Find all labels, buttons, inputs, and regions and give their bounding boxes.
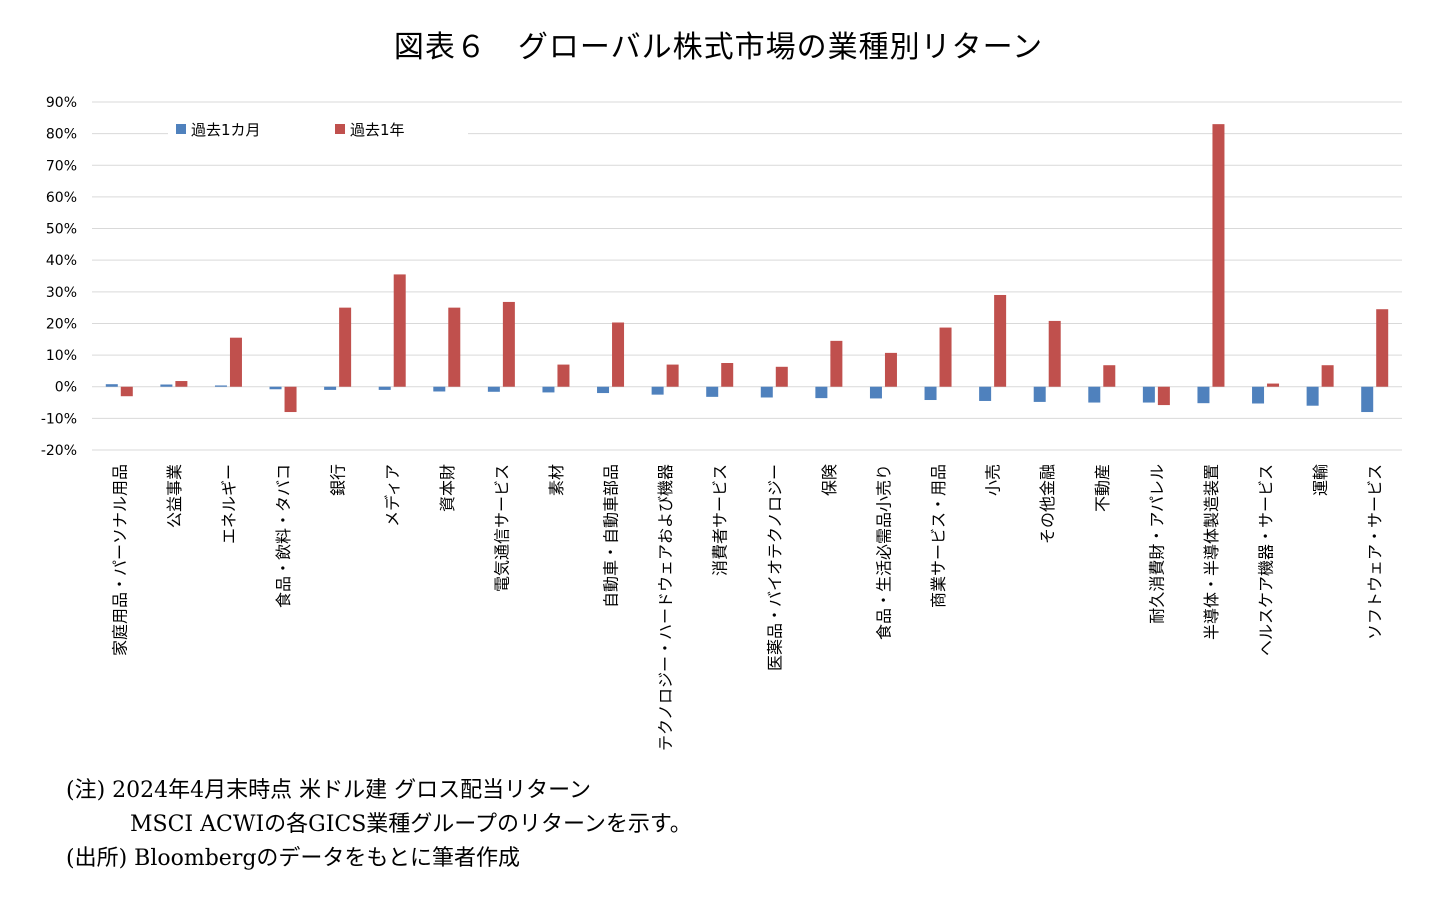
y-tick-label: 80% (46, 127, 77, 143)
x-category-label: ヘルスケア機器・サービス (1257, 464, 1276, 656)
y-tick-label: 10% (46, 348, 77, 364)
legend: 過去1カ月 過去1年 (168, 112, 468, 146)
chart-title: 図表６ グローバル株式市場の業種別リターン (393, 30, 1044, 65)
x-category-label: 医薬品・バイオテクノロジー (765, 464, 784, 671)
gridlines (92, 101, 1402, 451)
bar-past-1-year (339, 307, 352, 387)
bar-past-1-month (269, 386, 282, 390)
bar-past-1-month (979, 386, 992, 401)
bar-past-1-month (105, 384, 118, 387)
y-tick-label: 40% (46, 253, 77, 269)
x-category-label: 耐久消費財・アパレル (1147, 464, 1166, 624)
bar-past-1-year (721, 363, 734, 387)
x-category-label: 銀行 (329, 464, 348, 496)
y-tick-label: 90% (46, 95, 77, 111)
bar-past-1-year (1321, 365, 1334, 387)
bar-past-1-year (1048, 320, 1061, 387)
x-category-label: 電気通信サービス (492, 464, 511, 592)
bar-past-1-year (612, 322, 625, 387)
bar-past-1-month (1361, 386, 1374, 413)
x-category-label: その他金融 (1038, 464, 1057, 544)
bar-past-1-month (869, 386, 882, 399)
x-category-label: 保険 (820, 464, 839, 496)
bar-past-1-month (433, 386, 446, 392)
x-category-label: 消費者サービス (711, 464, 730, 576)
bar-past-1-month (160, 384, 173, 387)
legend-label: 過去1年 (350, 121, 405, 139)
bar-past-1-year (994, 294, 1007, 387)
bar-past-1-year (830, 340, 843, 387)
legend-label: 過去1カ月 (191, 121, 261, 139)
bar-past-1-year (1157, 386, 1170, 406)
note-line-1: (注) 2024年4月末時点 米ドル建 グロス配当リターン (66, 778, 592, 803)
y-tick-label: 30% (46, 285, 77, 301)
bar-past-1-year (175, 381, 188, 387)
bars (105, 124, 1389, 413)
bar-past-1-month (214, 385, 227, 387)
x-category-label: ソフトウェア・サービス (1366, 464, 1385, 640)
bar-past-1-month (924, 386, 937, 401)
x-category-label: 運輸 (1311, 464, 1330, 496)
x-category-label: 商業サービス・用品 (929, 464, 948, 608)
bar-past-1-month (1033, 386, 1046, 402)
bar-past-1-year (1212, 124, 1225, 387)
bar-past-1-month (706, 386, 719, 397)
bar-past-1-year (284, 386, 297, 413)
x-category-label: 不動産 (1093, 464, 1112, 512)
x-category-label: メディア (383, 464, 402, 527)
y-tick-label: -20% (41, 443, 77, 459)
note-line-2: MSCI ACWIの各GICS業種グループのリターンを示す。 (130, 812, 692, 837)
x-category-label: テクノロジー・ハードウェアおよび機器 (656, 464, 675, 751)
bar-past-1-month (1142, 386, 1155, 403)
y-axis: 90% 80% 70% 60% 50% 40% 30% 20% 10% 0% -10% -20% (41, 95, 77, 459)
y-tick-label: 0% (55, 380, 77, 396)
bar-past-1-year (448, 307, 461, 387)
bar-past-1-year (1267, 383, 1280, 387)
x-category-label: 公益事業 (165, 464, 184, 528)
x-category-label: 半導体・半導体製造装置 (1202, 464, 1221, 640)
bar-past-1-month (1197, 386, 1210, 404)
bar-past-1-month (487, 386, 500, 392)
legend-swatch (335, 124, 345, 134)
y-tick-label: 60% (46, 190, 77, 206)
bar-past-1-month (651, 386, 664, 395)
y-tick-label: 50% (46, 222, 77, 238)
x-category-label: 家庭用品・パーソナル用品 (110, 464, 129, 656)
bar-past-1-year (775, 366, 788, 387)
bar-past-1-month (760, 386, 773, 398)
bar-past-1-month (1306, 386, 1319, 406)
y-tick-label: -10% (41, 411, 77, 427)
bar-past-1-year (1376, 309, 1389, 387)
legend-background (168, 112, 468, 146)
bar-past-1-year (120, 386, 133, 397)
x-category-label: 食品・飲料・タバコ (274, 464, 293, 608)
y-tick-label: 70% (46, 158, 77, 174)
bar-past-1-month (597, 386, 610, 394)
bar-past-1-year (393, 274, 406, 387)
x-category-label: エネルギー (219, 464, 238, 544)
bar-past-1-year (502, 301, 515, 387)
bar-past-1-month (1088, 386, 1101, 403)
bar-past-1-month (1252, 386, 1265, 404)
bar-past-1-year (229, 337, 242, 387)
x-category-label: 自動車・自動車部品 (602, 464, 621, 608)
bar-past-1-year (557, 364, 570, 387)
bar-past-1-month (324, 386, 337, 390)
bar-past-1-month (378, 386, 391, 390)
bar-past-1-year (1103, 365, 1116, 387)
bar-past-1-year (939, 327, 952, 387)
bar-past-1-year (666, 364, 679, 387)
x-category-label: 資本財 (438, 464, 457, 512)
x-axis-labels: 家庭用品・パーソナル用品 公益事業 エネルギー 食品・飲料・タバコ 銀行 メディア 資本財 電… (110, 464, 1384, 751)
legend-swatch (176, 124, 186, 134)
bar-past-1-year (884, 352, 897, 387)
x-category-label: 素材 (547, 464, 566, 496)
x-category-label: 食品・生活必需品小売り (874, 464, 893, 640)
bar-past-1-month (542, 386, 555, 393)
source-line: (出所) Bloombergのデータをもとに筆者作成 (66, 846, 520, 871)
y-tick-label: 20% (46, 316, 77, 332)
x-category-label: 小売 (984, 464, 1003, 496)
bar-past-1-month (815, 386, 828, 399)
